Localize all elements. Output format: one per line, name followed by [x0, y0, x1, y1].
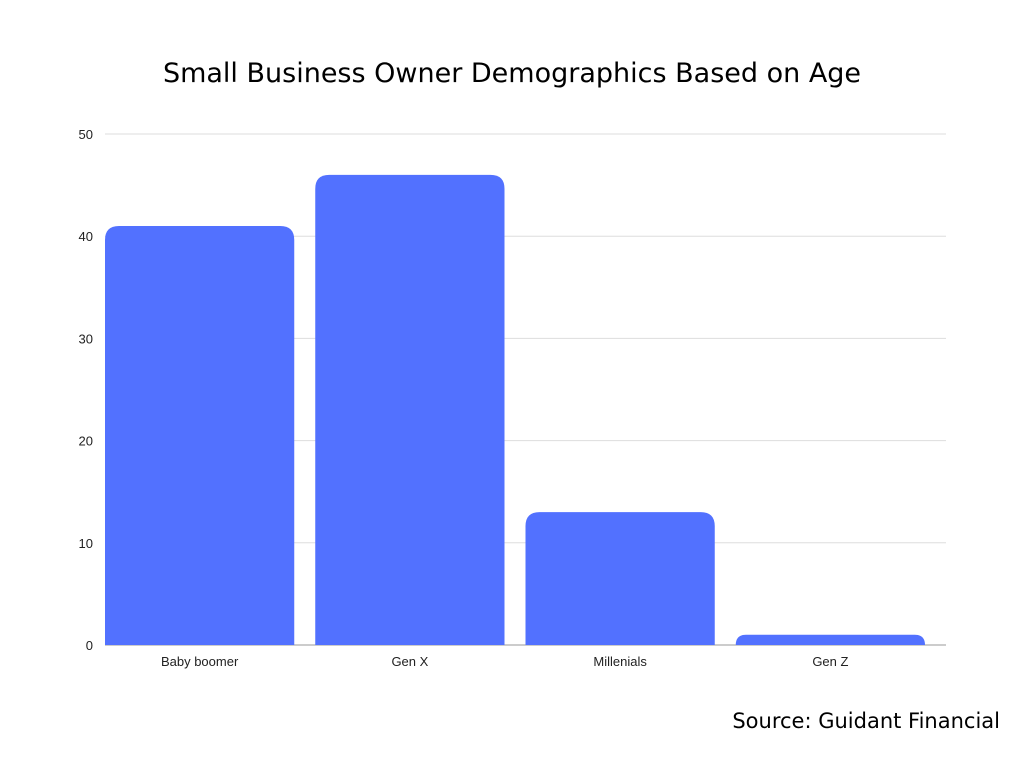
x-category-label: Gen X	[391, 654, 428, 669]
x-category-label: Gen Z	[812, 654, 848, 669]
y-tick-label: 20	[79, 434, 93, 449]
y-tick-label: 50	[79, 127, 93, 142]
bar-gen-x	[315, 174, 505, 645]
source-credit: Source: Guidant Financial	[732, 709, 1000, 733]
bar-millenials	[525, 512, 715, 645]
y-tick-label: 10	[79, 536, 93, 551]
x-category-label: Baby boomer	[161, 654, 239, 669]
y-tick-label: 0	[86, 638, 93, 653]
y-tick-label: 30	[79, 331, 93, 346]
bar-gen-z	[735, 634, 925, 645]
x-category-label: Millenials	[593, 654, 647, 669]
bar-baby-boomer	[105, 225, 295, 646]
chart-title: Small Business Owner Demographics Based …	[162, 58, 862, 89]
y-tick-label: 40	[79, 229, 93, 244]
